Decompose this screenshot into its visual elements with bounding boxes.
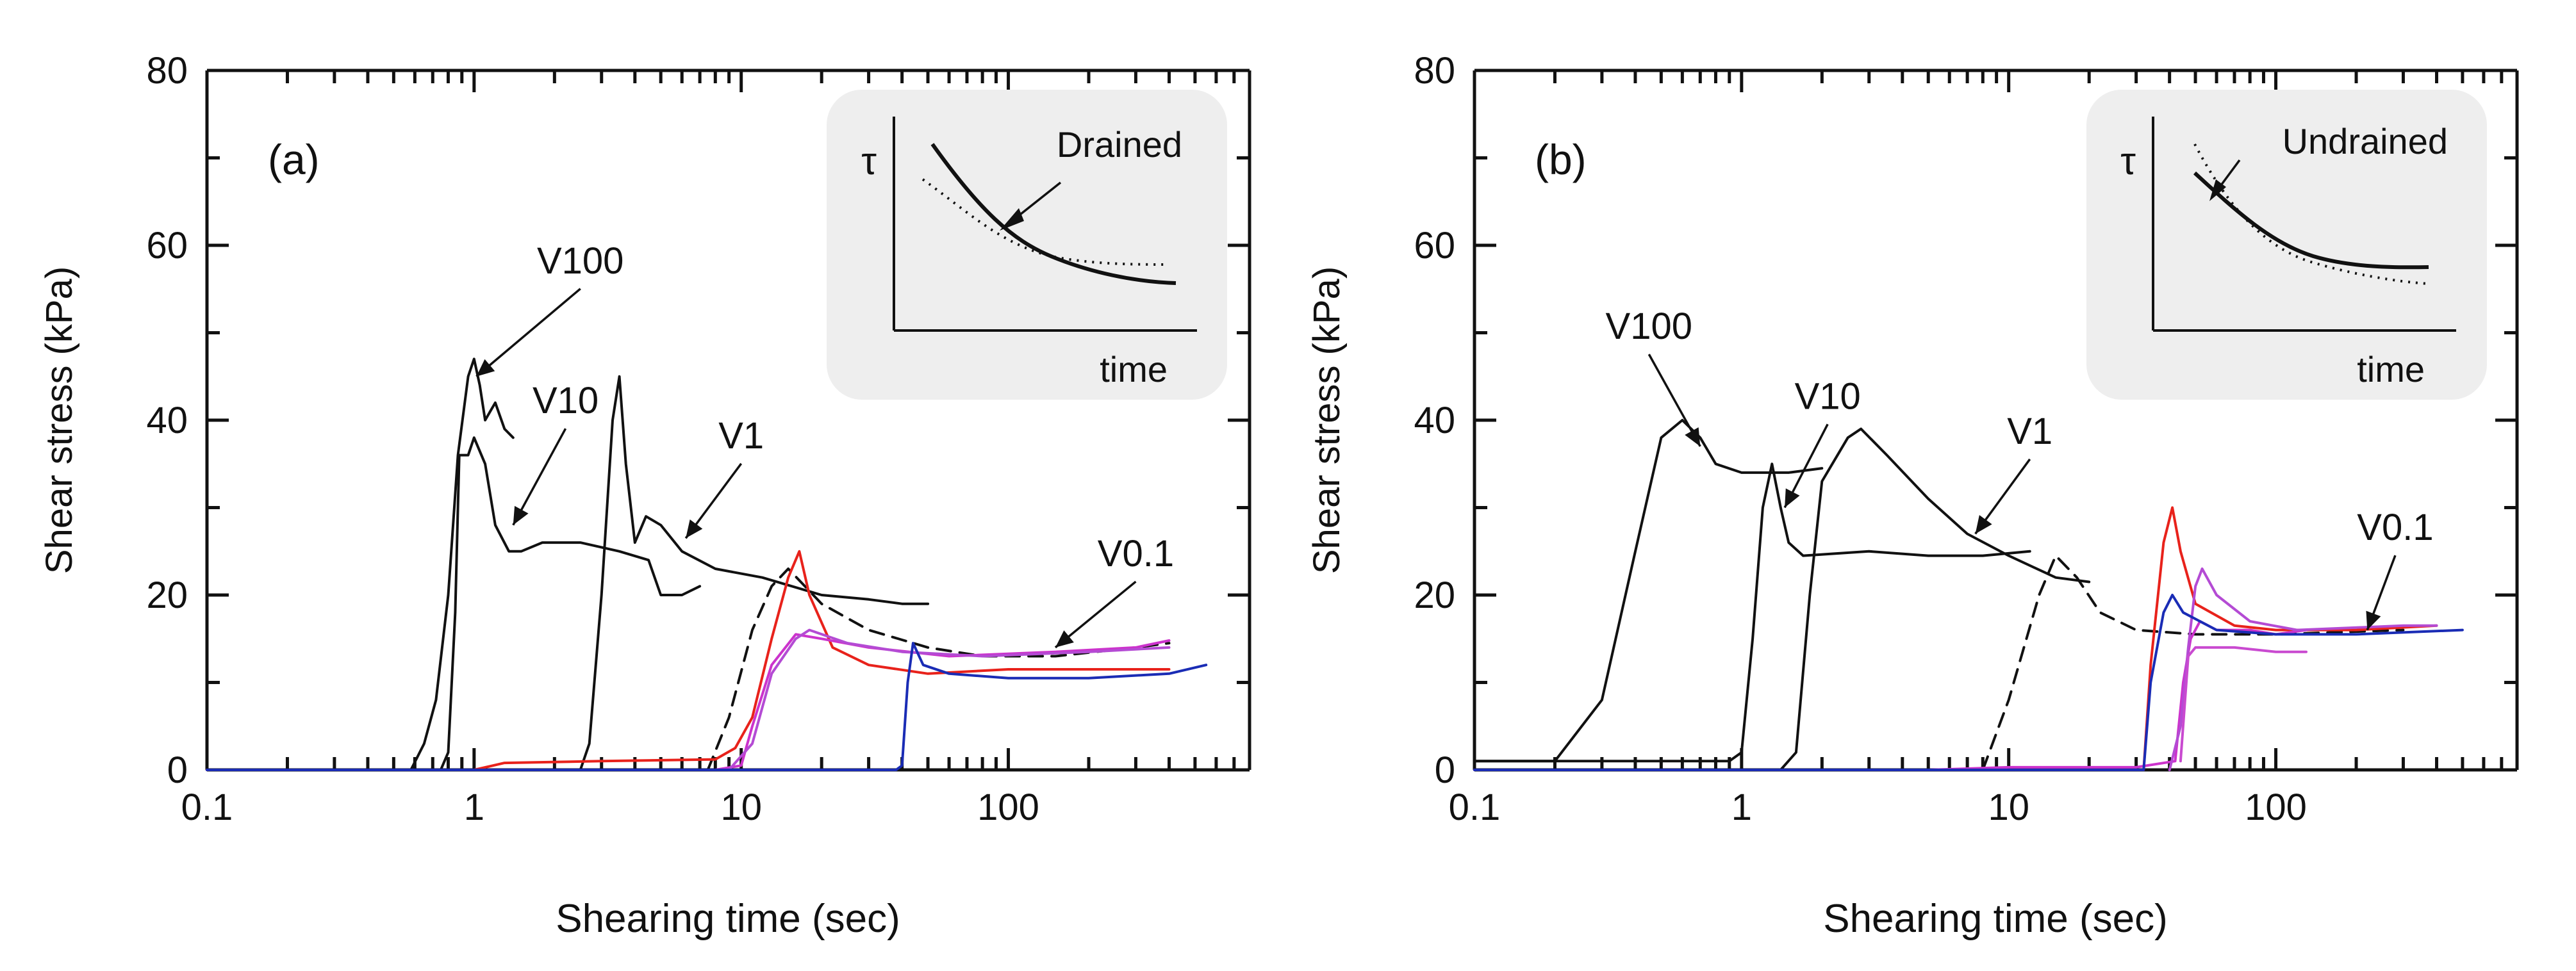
y-tick-label: 40 [146, 400, 188, 441]
panel-b-ticks [1473, 69, 2519, 772]
inset-drained: τ time Drained [827, 90, 1227, 400]
x-tick-label: 0.1 [1449, 787, 1501, 828]
x-tick-label: 1 [464, 787, 484, 828]
panel-label: (a) [268, 136, 320, 183]
panel-label: (b) [1535, 136, 1587, 183]
inset-annotation: Drained [1057, 124, 1182, 165]
label-arrowhead-v10 [513, 505, 529, 525]
inset-solid-curve [2193, 171, 2429, 270]
y-axis-label: Shear stress (kPa) [38, 266, 80, 574]
x-axis-label: Shearing time (sec) [556, 897, 900, 941]
label-arrowhead-v0-1 [1055, 630, 1074, 648]
x-tick-label: 10 [720, 787, 762, 828]
y-tick-label: 20 [146, 575, 188, 616]
curve-label-v10: V10 [1795, 375, 1861, 417]
y-tick-label: 0 [167, 749, 188, 791]
label-arrowhead-v0-1 [2366, 610, 2381, 630]
y-tick-label: 80 [1414, 50, 1455, 92]
inset-x-label: time [2357, 349, 2425, 389]
label-arrow-v100 [475, 288, 581, 378]
curve-label-v1: V1 [718, 415, 764, 457]
y-tick-label: 40 [1414, 400, 1455, 441]
series-red [206, 550, 1171, 771]
series-v100 [206, 357, 515, 771]
series-red [1473, 506, 2438, 771]
series-v0-1 [1981, 554, 2405, 771]
label-arrowhead-v10 [1785, 488, 1800, 508]
y-tick-label: 60 [1414, 225, 1455, 266]
panel-b: 0.1 1 10 100 0 20 40 60 80 V100 V10 V1 V0.1 (b) She… [1306, 50, 2519, 941]
label-arrowhead-v1 [1975, 515, 1992, 534]
label-arrowhead-v100 [476, 359, 495, 377]
series-magenta [206, 633, 1171, 771]
curve-label-v0-1: V0.1 [2357, 507, 2433, 548]
label-arrowhead-v100 [1685, 427, 1701, 446]
y-tick-label: 20 [1414, 575, 1455, 616]
y-tick-label: 0 [1435, 749, 1455, 791]
x-axis-label: Shearing time (sec) [1823, 897, 2168, 941]
curve-label-v100: V100 [537, 240, 623, 282]
series-blue [206, 642, 1208, 771]
panel-a-curves [206, 357, 1208, 771]
inset-undrained: τ time Undrained [2086, 90, 2487, 400]
label-arrow-v10 [512, 428, 567, 526]
inset-x-label: time [1100, 349, 1168, 389]
curve-label-v10: V10 [533, 380, 599, 421]
x-tick-label: 10 [1988, 787, 2029, 828]
inset-y-label: τ [861, 140, 877, 183]
curve-label-v100: V100 [1606, 306, 1692, 347]
panel-b-curves [1473, 419, 2464, 771]
x-tick-label: 1 [1731, 787, 1752, 828]
series-v1 [1779, 427, 2091, 771]
label-arrowhead-v1 [686, 519, 703, 539]
series-v10 [1473, 462, 2031, 763]
inset-y-label: τ [2120, 140, 2136, 183]
y-tick-label: 80 [146, 50, 188, 92]
series-magenta-2 [2168, 567, 2438, 771]
panel-a-tick-labels: 0.1 1 10 100 0 20 40 60 80 [146, 50, 1039, 828]
series-v1 [206, 375, 930, 771]
panel-a: 0.1 1 10 100 0 20 40 60 80 V100 V10 V1 V0.1 (a) She… [38, 50, 1251, 941]
series-blue [1473, 594, 2464, 771]
x-tick-label: 100 [2245, 787, 2307, 828]
series-v10 [206, 436, 702, 771]
y-tick-label: 60 [146, 225, 188, 266]
curve-label-v0-1: V0.1 [1098, 533, 1174, 575]
panel-a-curve-labels: V100 V10 V1 V0.1 [475, 240, 1174, 649]
series-v100 [1473, 419, 1824, 763]
series-magenta-2 [727, 628, 1171, 771]
y-axis-label: Shear stress (kPa) [1306, 266, 1348, 574]
inset-annotation: Undrained [2283, 121, 2448, 161]
inset-solid-curve [930, 143, 1177, 285]
panel-b-curve-labels: V100 V10 V1 V0.1 [1606, 306, 2434, 631]
curve-label-v1: V1 [2007, 411, 2052, 452]
series-magenta-3 [2179, 646, 2308, 763]
inset-arrow-head [1000, 208, 1024, 231]
x-tick-label: 0.1 [181, 787, 233, 828]
label-arrow-v100 [1647, 354, 1701, 447]
panel-b-tick-labels: 0.1 1 10 100 0 20 40 60 80 [1414, 50, 2306, 828]
x-tick-label: 100 [977, 787, 1039, 828]
inset-arrow-head [2209, 179, 2226, 201]
